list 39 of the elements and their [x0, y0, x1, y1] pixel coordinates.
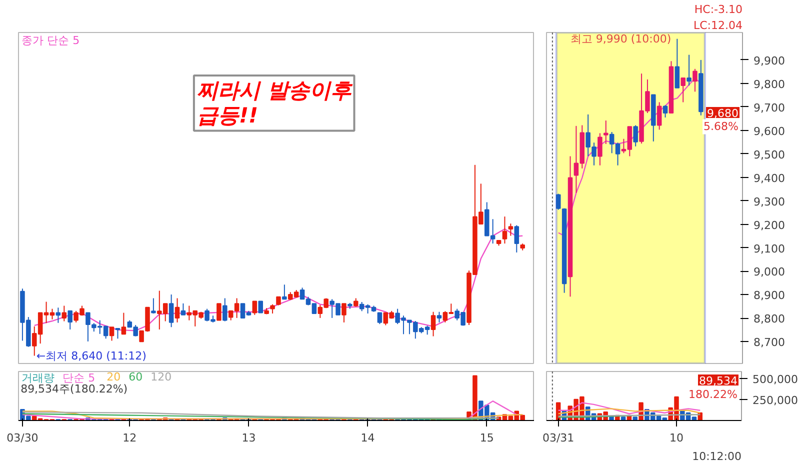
text: 거래량	[22, 372, 55, 385]
annotation: 180.22%	[688, 388, 738, 402]
annotation: ←최저 8,640 (11:12)	[36, 349, 146, 362]
y-tick-label: 9,200	[754, 218, 785, 232]
y-tick-label: 9,400	[754, 172, 785, 185]
y-tick-label: 500,000	[752, 372, 798, 386]
annotation: 최고 9,990 (10:00)	[570, 32, 672, 46]
text: 단순 5	[62, 372, 96, 385]
x-tick-label: 13	[242, 432, 256, 444]
y-tick-label: 9,900	[754, 54, 785, 68]
x-tick-label: 03/31	[542, 432, 574, 444]
y-tick-label: 9,000	[754, 266, 785, 279]
annotation: 89,534	[699, 374, 738, 388]
y-tick-label: 8,800	[754, 312, 785, 326]
x-tick-label: 14	[360, 432, 375, 444]
text: 60	[128, 370, 143, 384]
y-tick-label: 9,600	[754, 124, 785, 138]
annotation: 찌라시 발송이후 급등!!	[196, 78, 354, 128]
text: 20	[106, 370, 121, 384]
annotation: 89,534주(180.22%)	[20, 382, 128, 396]
y-tick-label: 9,300	[754, 195, 785, 208]
y-tick-label: 9,700	[754, 101, 785, 114]
text: 120	[150, 370, 172, 384]
x-tick-label: 12	[122, 432, 137, 444]
text: LC:12.04	[693, 19, 743, 32]
x-tick-label: 10	[670, 432, 684, 444]
annotation: 5.68%	[704, 120, 739, 134]
y-tick-label: 8,900	[754, 289, 785, 302]
x-tick-label: 03/30	[6, 432, 38, 444]
text: HC:-3.10	[694, 3, 743, 16]
y-tick-label: 9,800	[754, 78, 785, 91]
y-tick-label: 250,000	[752, 394, 798, 407]
x-tick-label: 15	[480, 432, 494, 444]
annotation: 9,680	[707, 106, 739, 120]
y-tick-label: 8,700	[754, 336, 785, 350]
y-tick-label: 9,500	[754, 148, 785, 162]
text: 종가 단순 5	[22, 34, 80, 48]
text: 10:12:00	[692, 450, 742, 463]
y-tick-label: 9,100	[754, 242, 785, 256]
